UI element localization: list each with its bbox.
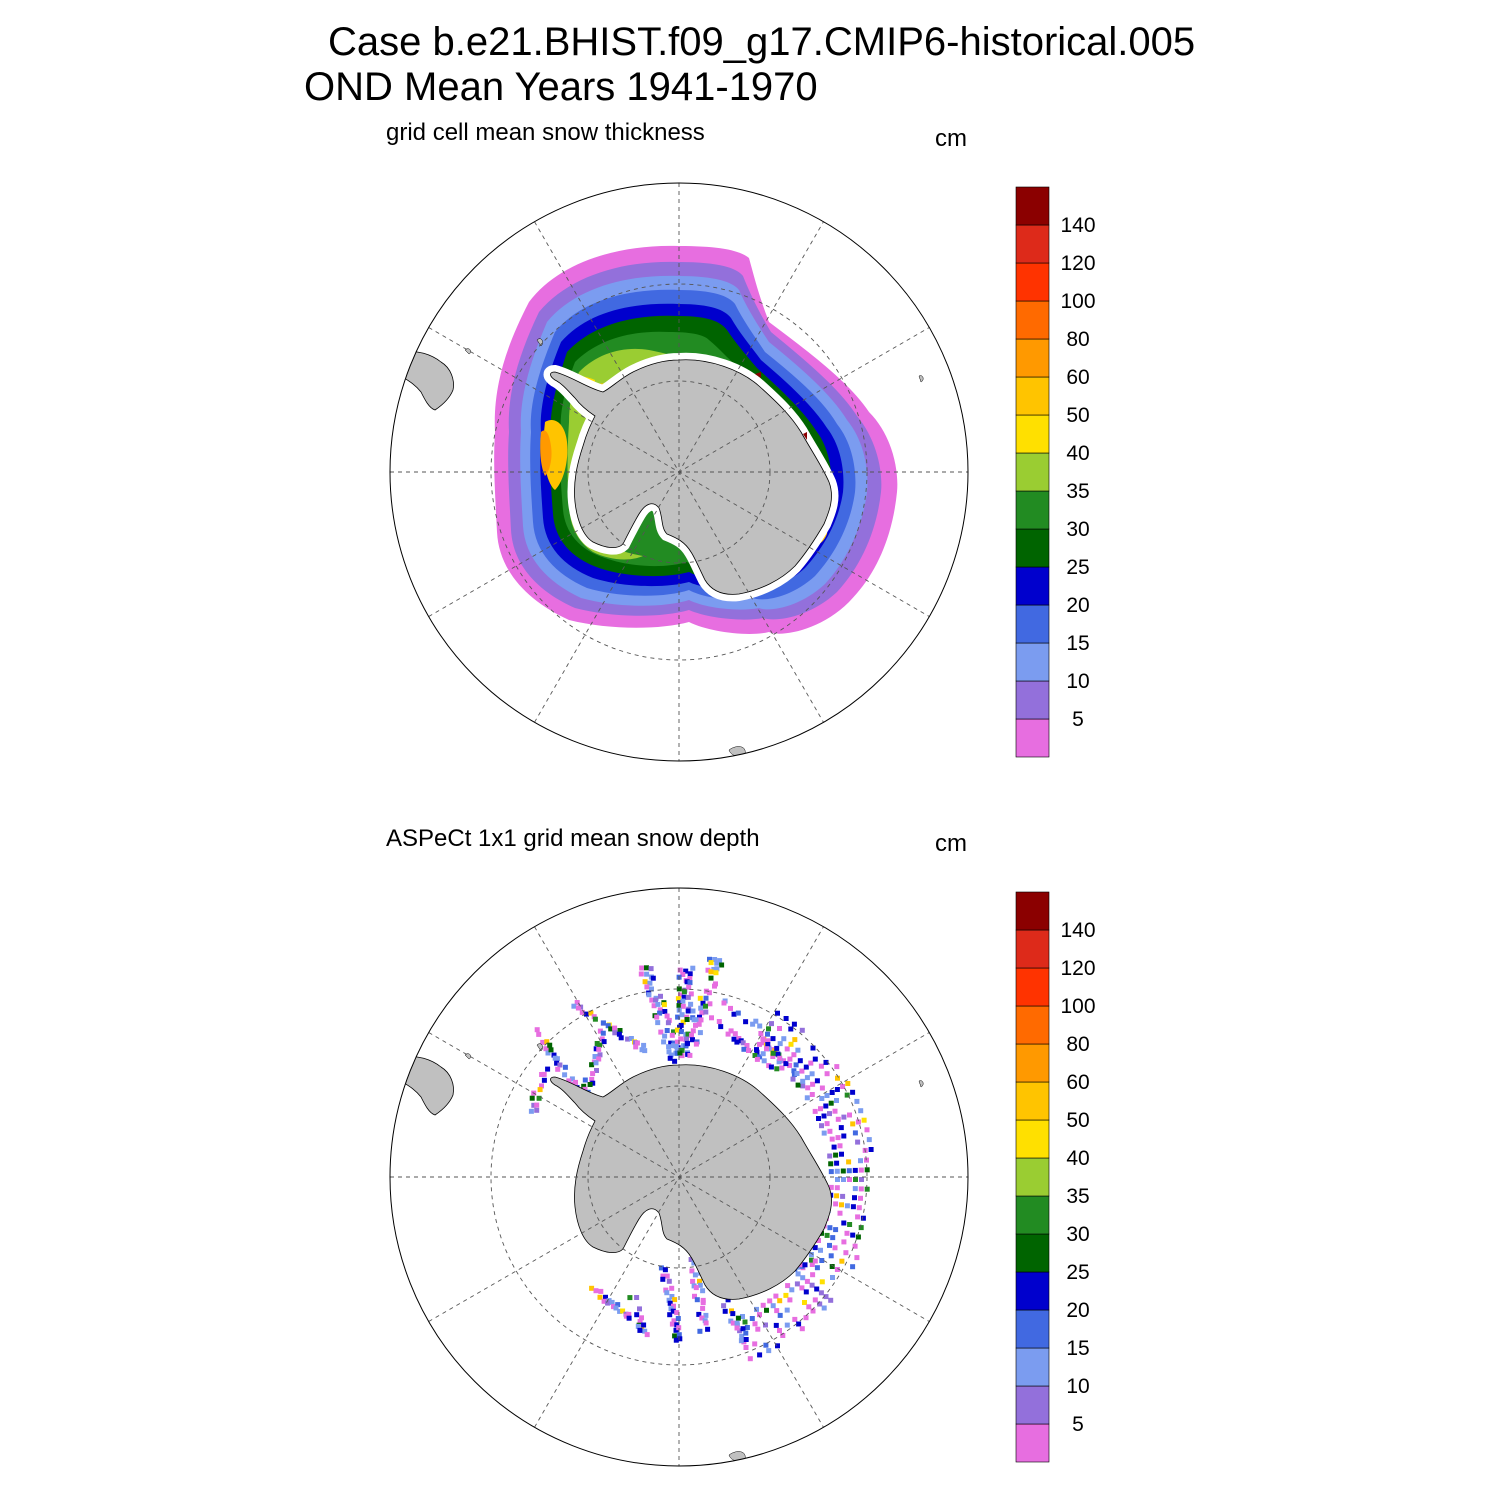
colorbar-tick-label: 40: [1066, 442, 1089, 465]
colorbar-tick-label: 140: [1060, 919, 1095, 942]
colorbar-swatch: [1015, 300, 1050, 340]
colorbar-swatch: [1015, 338, 1050, 378]
figure-title-period: OND Mean Years 1941-1970: [304, 65, 818, 109]
colorbar-swatch: [1015, 604, 1050, 644]
colorbar-swatch: [1015, 224, 1050, 264]
colorbar-swatch: [1015, 680, 1050, 720]
colorbar-tick-label: 10: [1066, 1375, 1089, 1398]
colorbar-swatch: [1015, 891, 1050, 931]
colorbar-swatch: [1015, 452, 1050, 492]
sea-ice-snow-field: [400, 245, 924, 757]
colorbar-tick-label: 100: [1060, 290, 1095, 313]
colorbar-tick-label: 120: [1060, 252, 1095, 275]
panel-title-obs: ASPeCt 1x1 grid mean snow depth: [386, 825, 760, 852]
colorbar-tick-label: 80: [1066, 1033, 1089, 1056]
colorbar-swatch: [1015, 1081, 1050, 1121]
graticule: [390, 888, 968, 1466]
colorbar-tick-label: 60: [1066, 366, 1089, 389]
colorbar-tick-label: 100: [1060, 995, 1095, 1018]
colorbar-swatch: [1015, 414, 1050, 454]
colorbar-tick-label: 50: [1066, 404, 1089, 427]
colorbar-swatch: [1015, 1385, 1050, 1425]
colorbar-swatch: [1015, 967, 1050, 1007]
colorbar-tick-label: 25: [1066, 1261, 1089, 1284]
colorbar-swatch: [1015, 1157, 1050, 1197]
colorbar-swatch: [1015, 528, 1050, 568]
colorbar-tick-label: 30: [1066, 1223, 1089, 1246]
map-boundary: [389, 887, 969, 1467]
graticule: [390, 183, 968, 761]
colorbar-swatch: [1015, 490, 1050, 530]
colorbar-tick-label: 30: [1066, 518, 1089, 541]
colorbar-swatch: [1015, 1005, 1050, 1045]
colorbar-tick-label: 15: [1066, 1337, 1089, 1360]
colorbar-swatch: [1015, 1195, 1050, 1235]
colorbar-swatch: [1015, 718, 1050, 758]
colorbar-swatch: [1015, 642, 1050, 682]
units-label-model: cm: [935, 125, 967, 152]
colorbar-tick-label: 20: [1066, 1299, 1089, 1322]
colorbar-swatch: [1015, 186, 1050, 226]
map-panel-model: [389, 182, 969, 762]
map-panel-obs: [389, 887, 969, 1467]
colorbar-tick-label: 25: [1066, 556, 1089, 579]
colorbar-tick-label: 60: [1066, 1071, 1089, 1094]
colorbar-tick-label: 40: [1066, 1147, 1089, 1170]
colorbar-tick-label: 35: [1066, 1185, 1089, 1208]
colorbar-obs: 5 10 15 20 25 30 35 40 50 60 80 100 120 140: [1015, 891, 1096, 1463]
colorbar-tick-label: 10: [1066, 670, 1089, 693]
colorbar-swatch: [1015, 1271, 1050, 1311]
colorbar-swatch: [1015, 1423, 1050, 1463]
colorbar-tick-label: 120: [1060, 957, 1095, 980]
colorbar-swatch: [1015, 929, 1050, 969]
colorbar-tick-label: 15: [1066, 632, 1089, 655]
units-label-obs: cm: [935, 830, 967, 857]
colorbar-tick-label: 20: [1066, 594, 1089, 617]
colorbar-tick-label: 5: [1072, 1413, 1084, 1436]
colorbar-tick-label: 35: [1066, 480, 1089, 503]
colorbar-tick-label: 140: [1060, 214, 1095, 237]
colorbar-swatch: [1015, 376, 1050, 416]
colorbar-swatch: [1015, 566, 1050, 606]
colorbar-model: 5 10 15 20 25 30 35 40 50 60 80 100 120 140: [1015, 186, 1096, 758]
colorbar-tick-label: 50: [1066, 1109, 1089, 1132]
colorbar-swatch: [1015, 262, 1050, 302]
colorbar-swatch: [1015, 1119, 1050, 1159]
colorbar-swatch: [1015, 1309, 1050, 1349]
figure-title-case: Case b.e21.BHIST.f09_g17.CMIP6-historica…: [328, 20, 1196, 64]
panel-title-model: grid cell mean snow thickness: [386, 119, 705, 146]
colorbar-tick-label: 5: [1072, 708, 1084, 731]
map-boundary: [389, 182, 969, 762]
colorbar-swatch: [1015, 1043, 1050, 1083]
colorbar-swatch: [1015, 1347, 1050, 1387]
colorbar-tick-label: 80: [1066, 328, 1089, 351]
colorbar-swatch: [1015, 1233, 1050, 1273]
